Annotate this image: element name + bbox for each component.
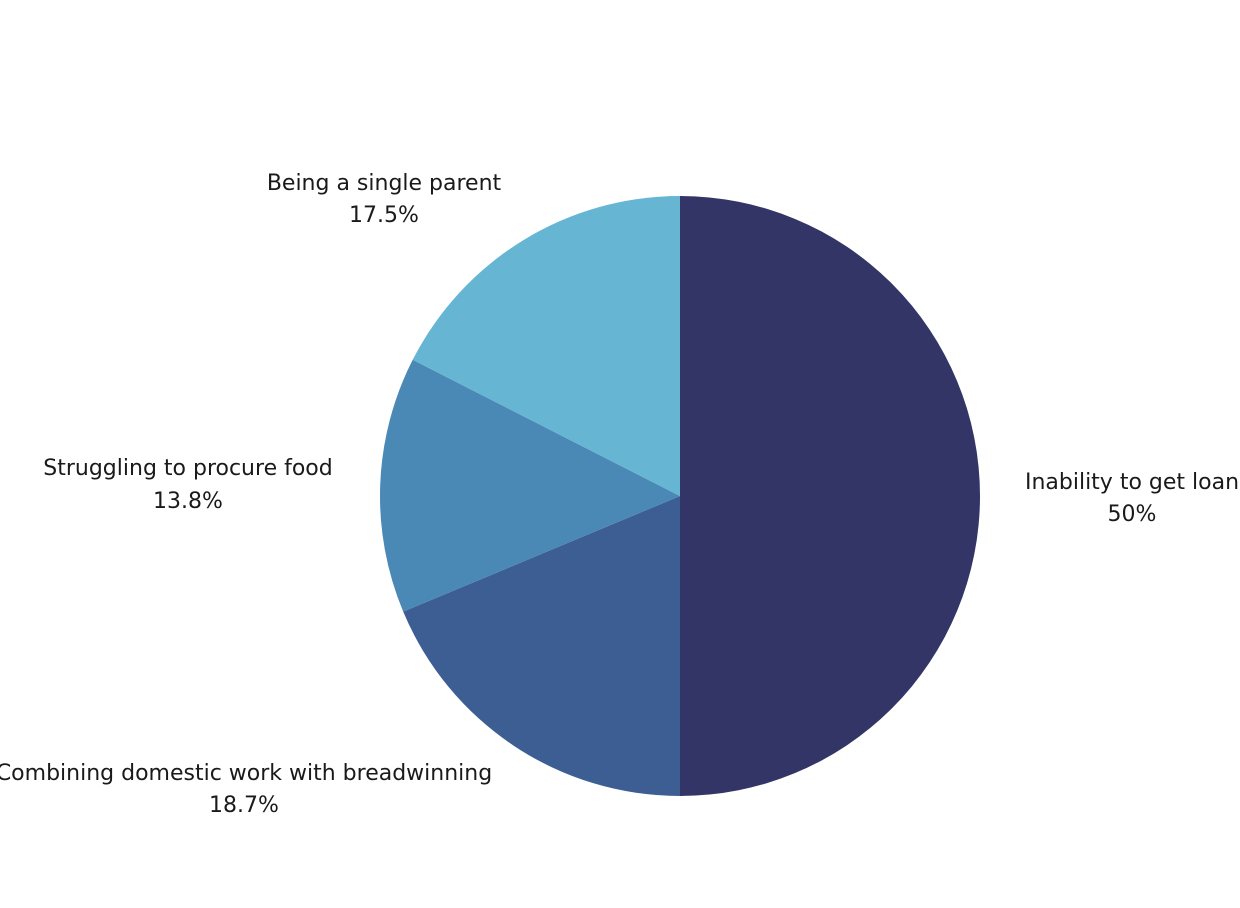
slice-value-struggling-to-procure-food: 13.8% [153, 489, 223, 514]
pie-slice-being-a-single-parent [412, 196, 680, 496]
slice-label-struggling-to-procure-food: Struggling to procure food [43, 456, 332, 481]
slice-value-inability-to-get-loan: 50% [1108, 502, 1157, 527]
slice-value-being-a-single-parent: 17.5% [349, 203, 419, 228]
slice-value-combining-domestic-work: 18.7% [209, 793, 279, 818]
pie-slice-inability-to-get-loan [680, 196, 980, 796]
pie-labels: Inability to get loan 50% Combining dome… [0, 171, 1239, 818]
slice-label-combining-domestic-work: Combining domestic work with breadwinnin… [0, 761, 492, 786]
slice-label-inability-to-get-loan: Inability to get loan [1025, 470, 1239, 495]
pie-slices [380, 196, 980, 796]
slice-label-being-a-single-parent: Being a single parent [267, 171, 502, 196]
pie-slice-combining-domestic-work-with-breadwinning [403, 496, 680, 796]
pie-slice-struggling-to-procure-food [380, 359, 680, 612]
